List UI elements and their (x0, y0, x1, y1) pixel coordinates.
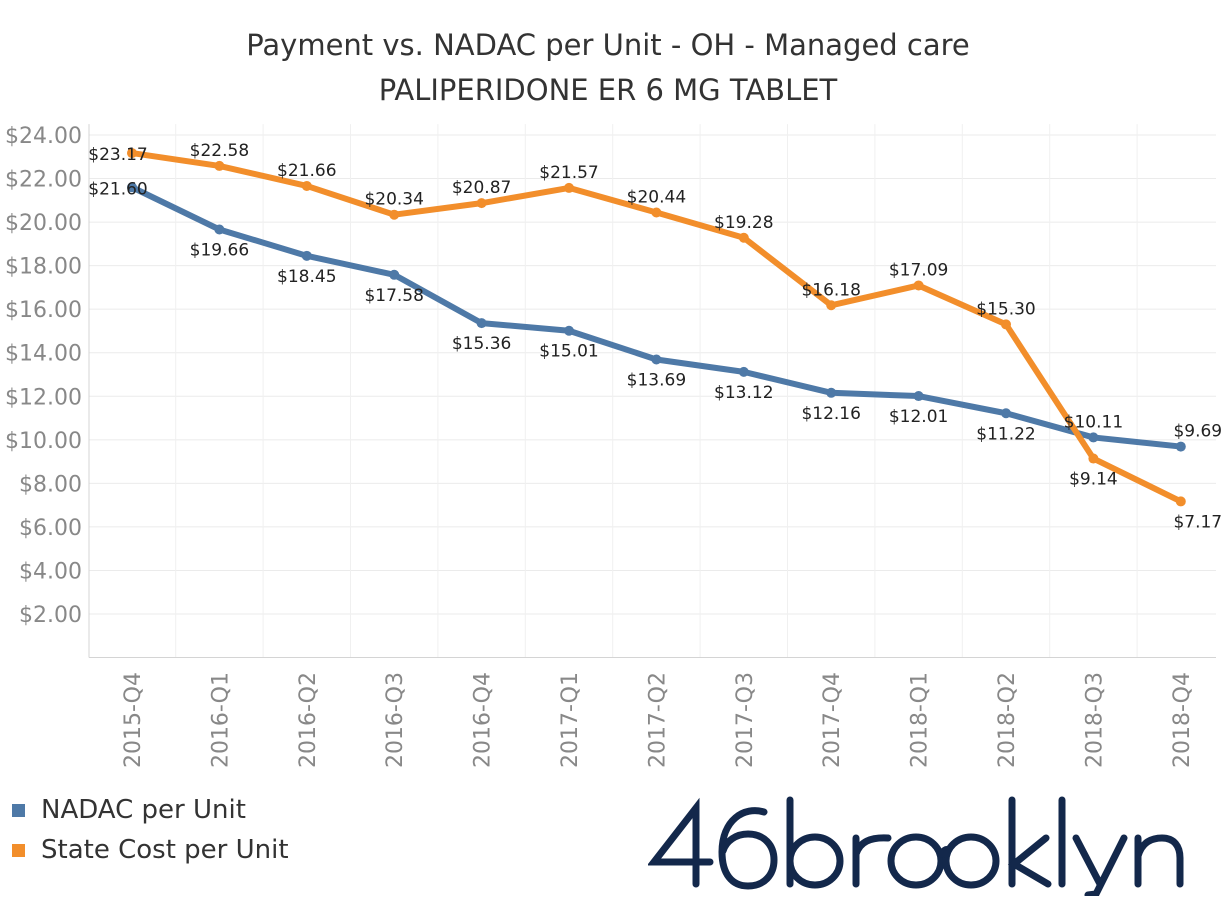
data-label: $10.11 (1064, 412, 1123, 432)
legend-label-nadac: NADAC per Unit (41, 795, 246, 825)
data-point (476, 318, 487, 329)
data-label: $20.34 (364, 190, 423, 210)
data-label: $13.12 (714, 383, 773, 403)
data-point (651, 207, 662, 218)
y-tick-label: $2.00 (19, 603, 82, 628)
data-label: $21.60 (88, 179, 147, 199)
data-point (738, 232, 749, 243)
series-lines (127, 148, 1186, 507)
x-tick-label: 2016-Q2 (296, 672, 321, 768)
data-point (913, 280, 924, 291)
data-point (1001, 408, 1011, 419)
data-point (826, 300, 837, 311)
x-tick-label: 2018-Q3 (1082, 672, 1107, 768)
data-point (1088, 453, 1099, 464)
x-tick-label: 2018-Q4 (1170, 672, 1195, 768)
legend-item-nadac: NADAC per Unit (12, 790, 289, 830)
data-label: $15.36 (452, 334, 511, 354)
data-label: $16.18 (801, 280, 860, 300)
chart-subtitle: PALIPERIDONE ER 6 MG TABLET (379, 73, 838, 107)
x-tick-label: 2017-Q2 (645, 672, 670, 768)
data-label: $21.66 (277, 161, 336, 181)
data-label: $17.58 (364, 286, 423, 306)
y-tick-label: $18.00 (5, 255, 82, 280)
data-label: $18.45 (277, 267, 336, 287)
x-tick-label: 2016-Q4 (471, 672, 496, 768)
data-label: $7.17 (1173, 512, 1222, 532)
data-label: $17.09 (889, 260, 948, 280)
data-label: $19.28 (714, 213, 773, 233)
data-labels: $21.60 $19.66 $18.45 $17.58 $15.36 $15.01 $13.… (88, 141, 1222, 533)
data-point (651, 354, 662, 365)
line-chart: Payment vs. NADAC per Unit - OH - Manage… (5, 28, 1222, 768)
legend: NADAC per Unit State Cost per Unit (12, 790, 289, 870)
data-point (301, 180, 312, 191)
data-label: $12.01 (889, 407, 948, 427)
data-point (127, 148, 137, 159)
data-label: $22.58 (190, 141, 249, 161)
brand-logo (648, 796, 1184, 896)
legend-swatch-state-cost (12, 843, 25, 857)
x-tick-label: 2015-Q4 (121, 672, 146, 768)
data-label: $23.17 (88, 145, 147, 165)
legend-label-state-cost: State Cost per Unit (41, 835, 289, 865)
y-tick-label: $6.00 (19, 516, 82, 541)
data-point (214, 160, 225, 171)
data-label: $15.30 (976, 299, 1035, 319)
y-tick-label: $12.00 (5, 385, 82, 410)
data-point (389, 209, 400, 220)
data-point (564, 325, 574, 336)
data-label: $21.57 (539, 163, 598, 183)
data-label: $13.69 (627, 370, 686, 390)
legend-swatch-nadac (12, 803, 25, 817)
data-point (1001, 319, 1011, 330)
data-point (564, 182, 574, 193)
x-tick-label: 2016-Q3 (383, 672, 408, 768)
y-tick-label: $4.00 (19, 559, 82, 584)
y-tick-label: $10.00 (5, 429, 82, 454)
y-tick-label: $14.00 (5, 342, 82, 367)
y-tick-label: $24.00 (5, 124, 82, 149)
x-tick-label: 2018-Q2 (995, 672, 1020, 768)
data-point (301, 250, 312, 261)
data-point (1175, 496, 1186, 507)
data-label: $11.22 (976, 424, 1035, 444)
x-tick-label: 2017-Q3 (733, 672, 758, 768)
data-label: $12.16 (801, 404, 860, 424)
data-label: $15.01 (539, 342, 598, 362)
axes: $2.00 $4.00 $6.00 $8.00 $10.00 $12.00 $14.00 $1… (5, 124, 1216, 768)
y-tick-label: $8.00 (19, 472, 82, 497)
y-tick-label: $20.00 (5, 211, 82, 236)
data-point (738, 366, 749, 377)
data-point (1175, 441, 1186, 452)
data-label: $20.87 (452, 178, 511, 198)
chart-title: Payment vs. NADAC per Unit - OH - Manage… (246, 28, 970, 62)
x-tick-label: 2017-Q1 (558, 672, 583, 768)
x-tick-label: 2017-Q4 (820, 672, 845, 768)
data-point (1088, 432, 1099, 443)
data-point (389, 269, 400, 280)
x-tick-label: 2018-Q1 (908, 672, 933, 768)
data-point (214, 224, 225, 235)
data-point (826, 387, 837, 398)
y-tick-label: $22.00 (5, 168, 82, 193)
data-point (913, 391, 924, 402)
data-label: $9.14 (1069, 470, 1118, 490)
x-tick-label: 2016-Q1 (208, 672, 233, 768)
legend-item-state-cost: State Cost per Unit (12, 830, 289, 870)
data-point (127, 182, 137, 193)
data-point (476, 198, 487, 209)
data-label: $20.44 (627, 188, 686, 208)
y-tick-label: $16.00 (5, 298, 82, 323)
data-label: $9.69 (1173, 422, 1222, 442)
data-label: $19.66 (190, 240, 249, 260)
